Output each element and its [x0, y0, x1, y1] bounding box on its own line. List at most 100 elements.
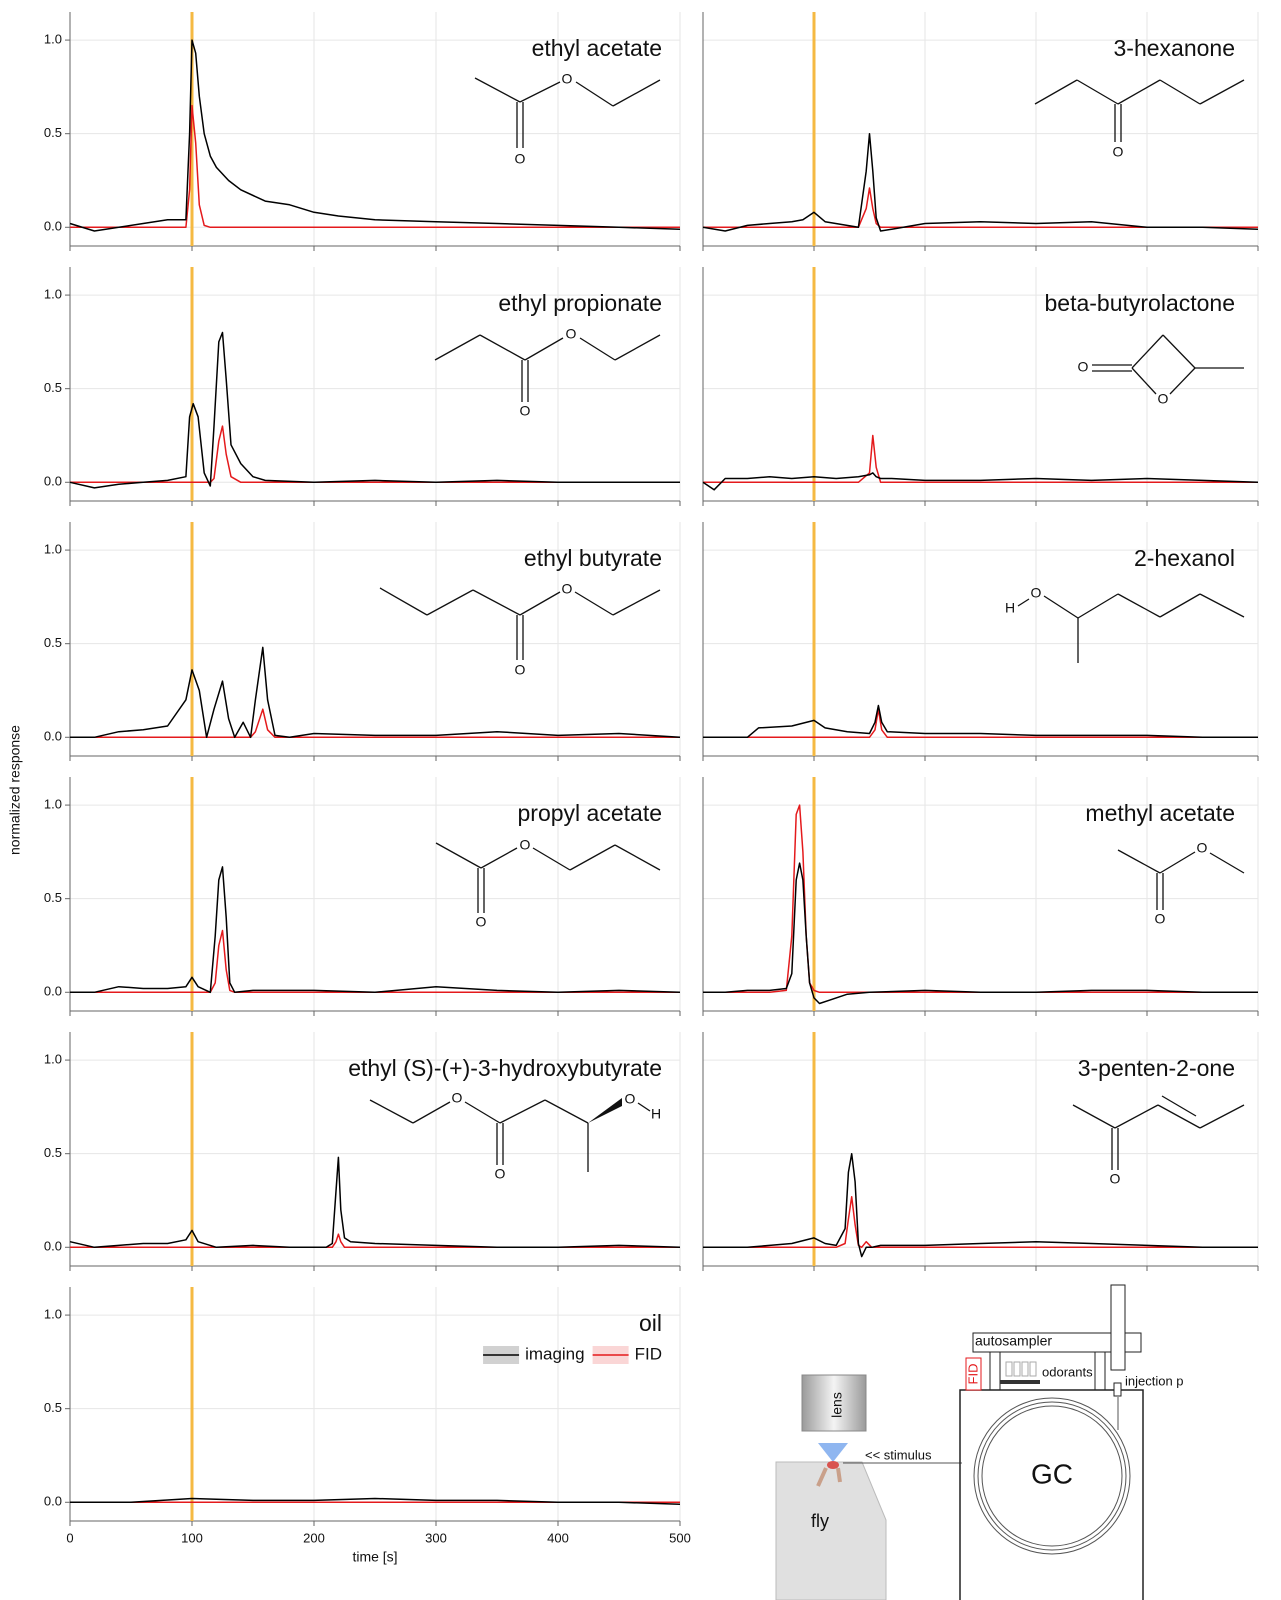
- y-tick-label: 0.0: [44, 219, 62, 234]
- y-tick-label: 0.5: [44, 1145, 62, 1160]
- x-tick-label: 0: [66, 1530, 73, 1545]
- panel: 0.0 0.5 1.0 propyl acetate O O: [44, 777, 681, 1016]
- bond: [426, 589, 474, 616]
- bond: [519, 591, 561, 616]
- bond: [1077, 593, 1119, 619]
- panel-title: methyl acetate: [1085, 800, 1235, 826]
- gc-column: [977, 1401, 1127, 1551]
- series-line: [703, 1152, 1258, 1258]
- atom-label: O: [515, 151, 526, 167]
- gc-column: [981, 1405, 1123, 1547]
- bond: [532, 847, 571, 871]
- bond: [579, 337, 616, 361]
- injection-port: [1113, 1382, 1122, 1397]
- atom-label: O: [1031, 585, 1042, 601]
- bond: [1161, 1095, 1197, 1117]
- series-line: [70, 708, 680, 739]
- bond: [1117, 79, 1161, 105]
- atom-label: O: [1110, 1171, 1121, 1187]
- bond: [1131, 334, 1164, 369]
- bond: [1157, 1104, 1201, 1129]
- bond: [1034, 79, 1078, 105]
- panel: 0.0 0.5 1.0 ethyl (S)-(+)-3-hydroxybutyrate…: [44, 1032, 681, 1271]
- stimulus-label: << stimulus: [865, 1447, 932, 1462]
- bond: [614, 844, 661, 871]
- bond: [569, 844, 616, 871]
- bond: [575, 81, 614, 107]
- bond: [519, 81, 561, 103]
- panel-title: ethyl acetate: [532, 35, 662, 61]
- fid-label: FID: [965, 1364, 980, 1385]
- setup-diagram: autosampler odorants injection p FID len…: [775, 1284, 1184, 1600]
- series-line: [69, 1156, 681, 1249]
- y-tick-label: 0.0: [44, 984, 62, 999]
- vials: [1005, 1361, 1037, 1377]
- bond: [1117, 593, 1161, 618]
- bond: [499, 1099, 546, 1124]
- fid-box: [965, 1357, 982, 1391]
- autosampler-label: autosampler: [975, 1333, 1052, 1349]
- bond: [1199, 593, 1245, 618]
- y-tick-label: 0.5: [44, 635, 62, 650]
- fly-label: fly: [811, 1511, 829, 1531]
- series-line: [70, 929, 680, 994]
- y-axis-label: normalized response: [7, 725, 23, 855]
- y-tick-label: 0.5: [44, 125, 62, 140]
- atom-label: O: [1158, 391, 1169, 407]
- x-tick-label: 500: [669, 1530, 691, 1545]
- bond: [435, 842, 482, 869]
- bond: [434, 334, 481, 361]
- bond: [1159, 79, 1201, 105]
- atom-label: O: [1078, 359, 1089, 375]
- panel: 3-hexanone O: [702, 12, 1259, 251]
- atom-label: O: [495, 1166, 506, 1182]
- panel: beta-butyrolactone O O: [702, 267, 1259, 506]
- autosampler-box: [972, 1332, 1142, 1353]
- bond: [524, 337, 564, 361]
- bond: [1199, 1104, 1245, 1129]
- bond: [1209, 852, 1245, 874]
- series-line: [70, 866, 681, 994]
- wedge-bond: [588, 1098, 622, 1123]
- y-tick-label: 1.0: [44, 1307, 62, 1322]
- atom-label: O: [452, 1090, 463, 1106]
- series-line: [69, 331, 680, 489]
- series-line: [703, 187, 1258, 229]
- atom-label: O: [1113, 144, 1124, 160]
- fly-holder: [775, 1461, 887, 1600]
- bond: [1169, 367, 1196, 395]
- bond: [612, 589, 661, 616]
- bond: [612, 79, 661, 107]
- x-tick-label: 100: [181, 1530, 203, 1545]
- lens-body: [801, 1374, 867, 1432]
- panel: 0.0 0.5 1.0 ethyl butyrate O O: [44, 522, 681, 761]
- y-tick-label: 0.0: [44, 1239, 62, 1254]
- atom-label: O: [566, 326, 577, 342]
- vial-tray: [1000, 1380, 1040, 1384]
- panel: methyl acetate O O: [702, 777, 1259, 1016]
- gc-box: [959, 1389, 1144, 1600]
- bond: [1159, 593, 1201, 618]
- series-line: [703, 862, 1258, 1005]
- fly-head: [827, 1461, 839, 1469]
- bond: [464, 1101, 501, 1124]
- y-tick-label: 1.0: [44, 32, 62, 47]
- bond: [1072, 1104, 1116, 1129]
- bond: [574, 591, 614, 616]
- y-tick-label: 1.0: [44, 1052, 62, 1067]
- series-line: [703, 708, 1258, 739]
- y-tick-label: 0.0: [44, 729, 62, 744]
- series-line: [703, 1195, 1258, 1249]
- gc-label: GC: [1031, 1458, 1073, 1489]
- y-tick-label: 0.5: [44, 1400, 62, 1415]
- odorants-label: odorants: [1042, 1364, 1093, 1379]
- bond: [479, 334, 526, 361]
- series-line: [702, 472, 1259, 491]
- x-tick-label: 300: [425, 1530, 447, 1545]
- bond: [1114, 1104, 1159, 1129]
- atom-label: O: [520, 403, 531, 419]
- bond: [1162, 334, 1196, 369]
- series-line: [70, 104, 680, 229]
